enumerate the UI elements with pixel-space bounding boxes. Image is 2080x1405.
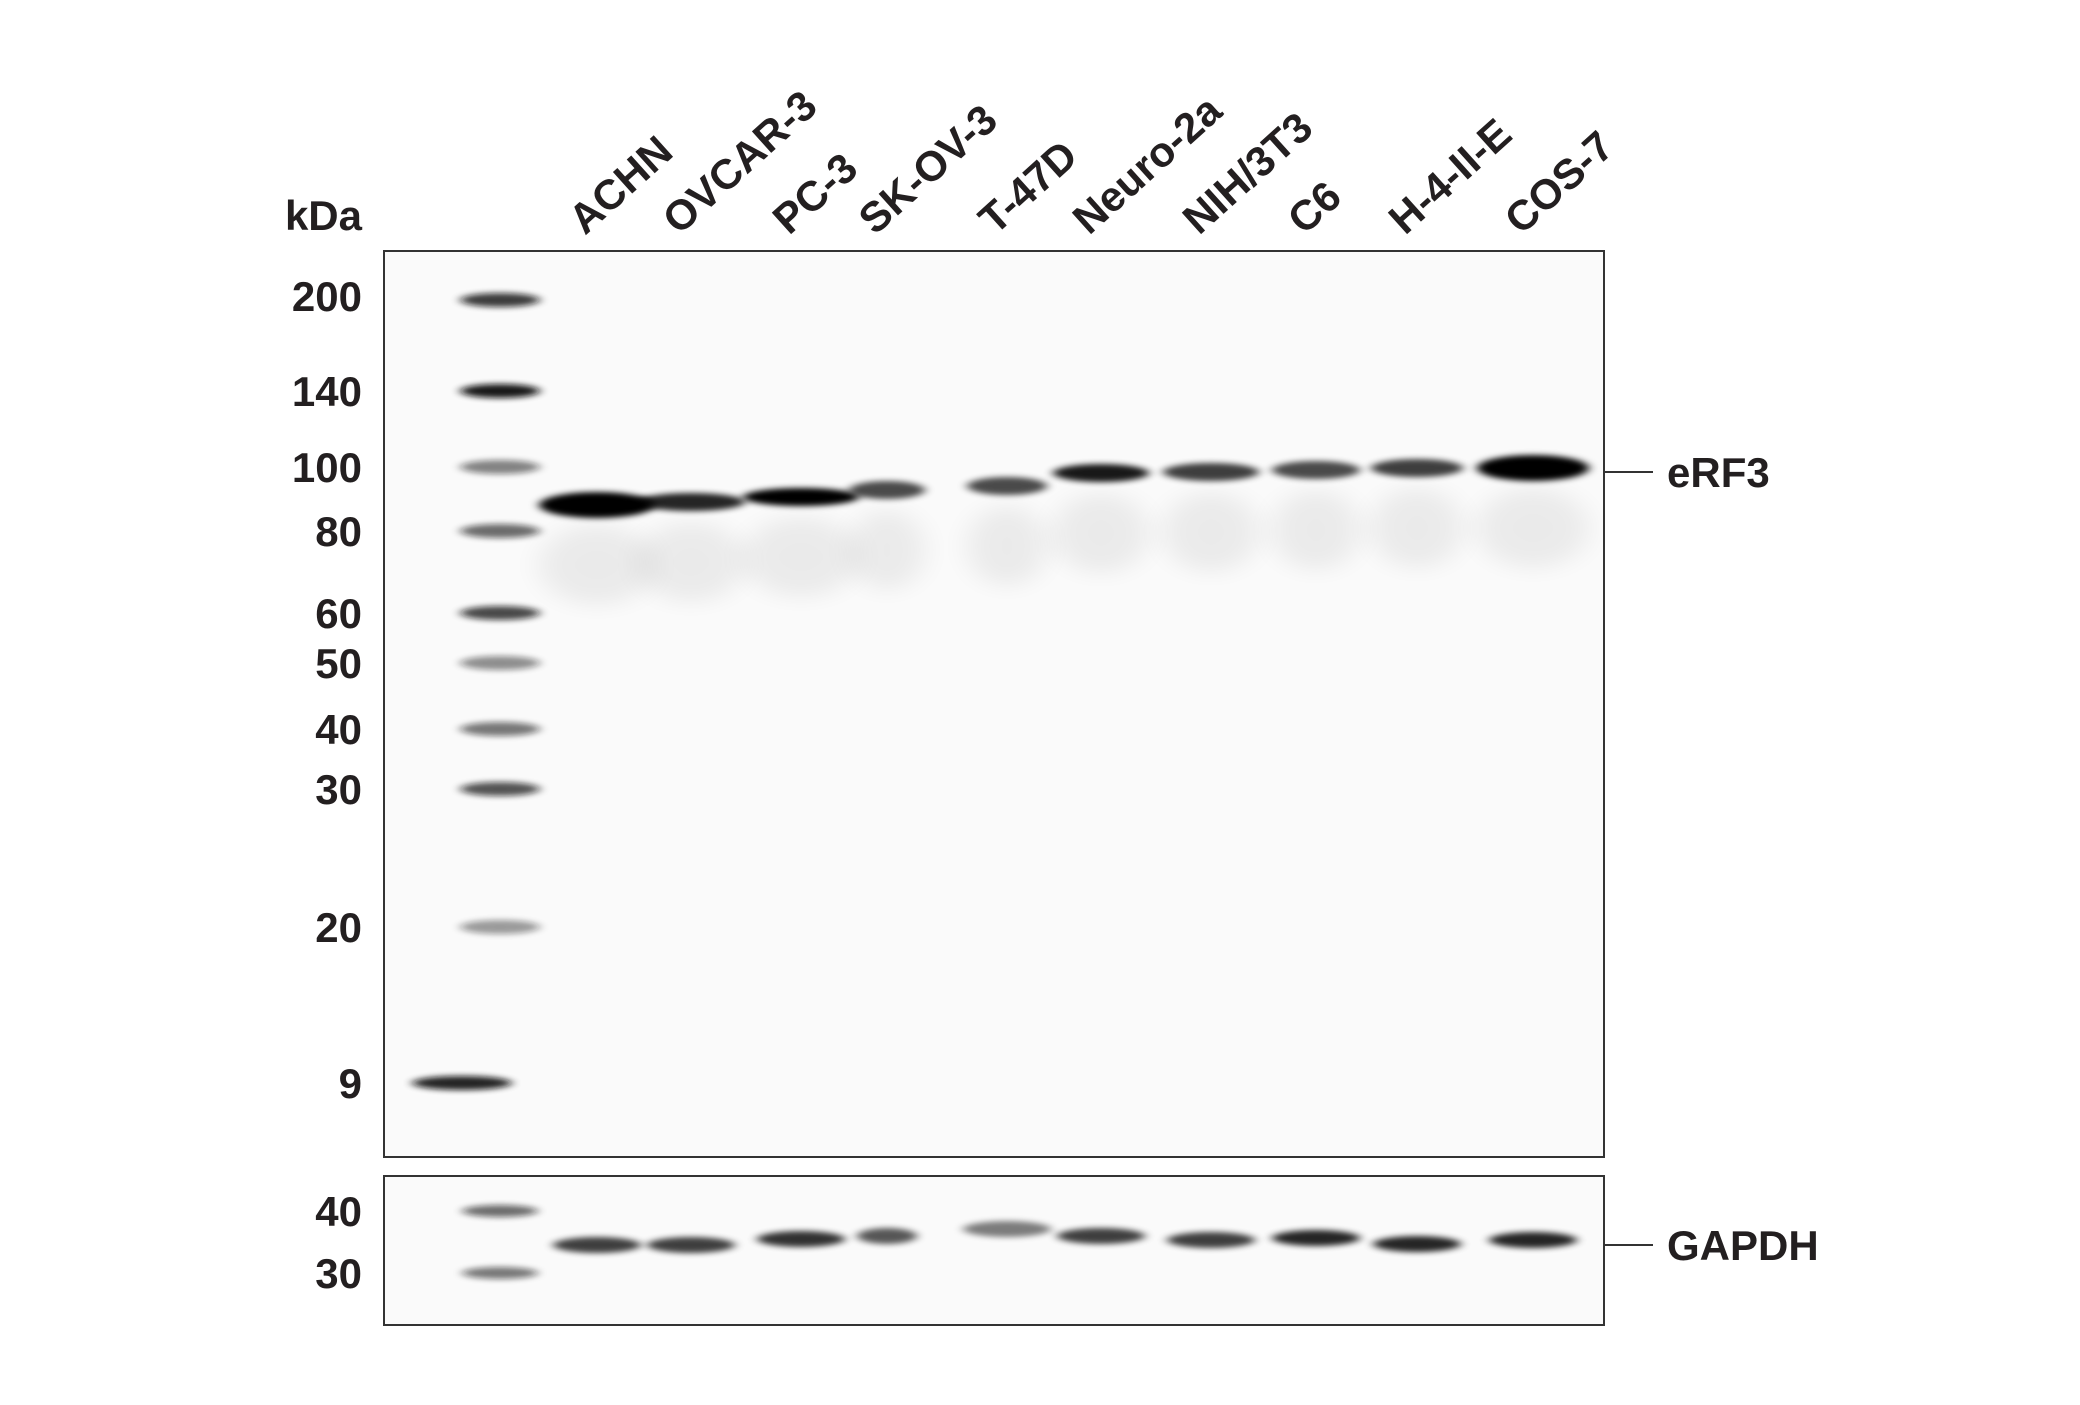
ladder-band xyxy=(460,460,540,474)
ladder-band xyxy=(460,782,540,796)
ladder-band xyxy=(462,1267,538,1279)
ladder-band xyxy=(460,722,540,736)
ladder-band xyxy=(460,656,540,670)
gapdh-band xyxy=(1057,1228,1145,1244)
main-blot-panel xyxy=(383,250,1605,1158)
marker-label: 50 xyxy=(315,640,362,687)
marker-label: 60 xyxy=(315,590,362,637)
lane-label: T-47D xyxy=(970,131,1086,242)
smear xyxy=(743,517,859,597)
gapdh-band xyxy=(647,1237,735,1253)
target-label: eRF3 xyxy=(1667,449,1770,496)
ladder-band xyxy=(412,1076,512,1090)
smear xyxy=(539,525,655,605)
marker-label: 30 xyxy=(315,1250,362,1297)
gapdh-band xyxy=(857,1228,917,1244)
gapdh-band xyxy=(1489,1232,1577,1248)
marker-label: 9 xyxy=(339,1060,362,1107)
erf3-band xyxy=(539,492,655,518)
erf3-band xyxy=(967,477,1047,495)
marker-label: 80 xyxy=(315,508,362,555)
smear xyxy=(1272,490,1360,570)
erf3-band xyxy=(637,493,745,511)
lane-label: H-4-II-E xyxy=(1380,109,1521,242)
ladder-band xyxy=(460,524,540,538)
erf3-band xyxy=(1053,464,1149,482)
marker-label: 140 xyxy=(292,368,362,415)
erf3-band xyxy=(1163,463,1259,481)
smear xyxy=(849,510,925,590)
bands xyxy=(412,293,1589,1279)
marker-label: 40 xyxy=(315,706,362,753)
erf3-band xyxy=(1272,461,1360,479)
lane-label: ACHN xyxy=(560,127,682,243)
erf3-band xyxy=(1371,459,1463,477)
ladder-band xyxy=(460,293,540,307)
gapdh-band xyxy=(1373,1236,1461,1252)
gapdh-band xyxy=(1272,1230,1360,1246)
lane-label: C6 xyxy=(1279,172,1350,243)
smear xyxy=(637,522,745,602)
ladder-band xyxy=(460,384,540,398)
marker-label: 30 xyxy=(315,766,362,813)
gapdh-band xyxy=(963,1221,1051,1237)
target-label: GAPDH xyxy=(1667,1222,1819,1269)
gapdh-band xyxy=(1167,1232,1255,1248)
marker-label: 200 xyxy=(292,273,362,320)
smear xyxy=(1163,492,1259,572)
marker-label: 20 xyxy=(315,904,362,951)
marker-label: 40 xyxy=(315,1188,362,1235)
ladder-band xyxy=(462,1205,538,1217)
ladder-band xyxy=(460,606,540,620)
smear xyxy=(1053,493,1149,573)
marker-label: 100 xyxy=(292,444,362,491)
kda-label: kDa xyxy=(285,192,363,239)
lane-label: PC-3 xyxy=(764,144,867,243)
erf3-band xyxy=(743,488,859,506)
erf3-band xyxy=(1477,455,1589,481)
gapdh-band xyxy=(553,1237,641,1253)
smear xyxy=(1477,488,1589,568)
ladder-band xyxy=(460,920,540,934)
gapdh-band xyxy=(757,1231,845,1247)
smear xyxy=(1371,488,1463,568)
erf3-band xyxy=(849,481,925,499)
smear xyxy=(967,506,1047,586)
